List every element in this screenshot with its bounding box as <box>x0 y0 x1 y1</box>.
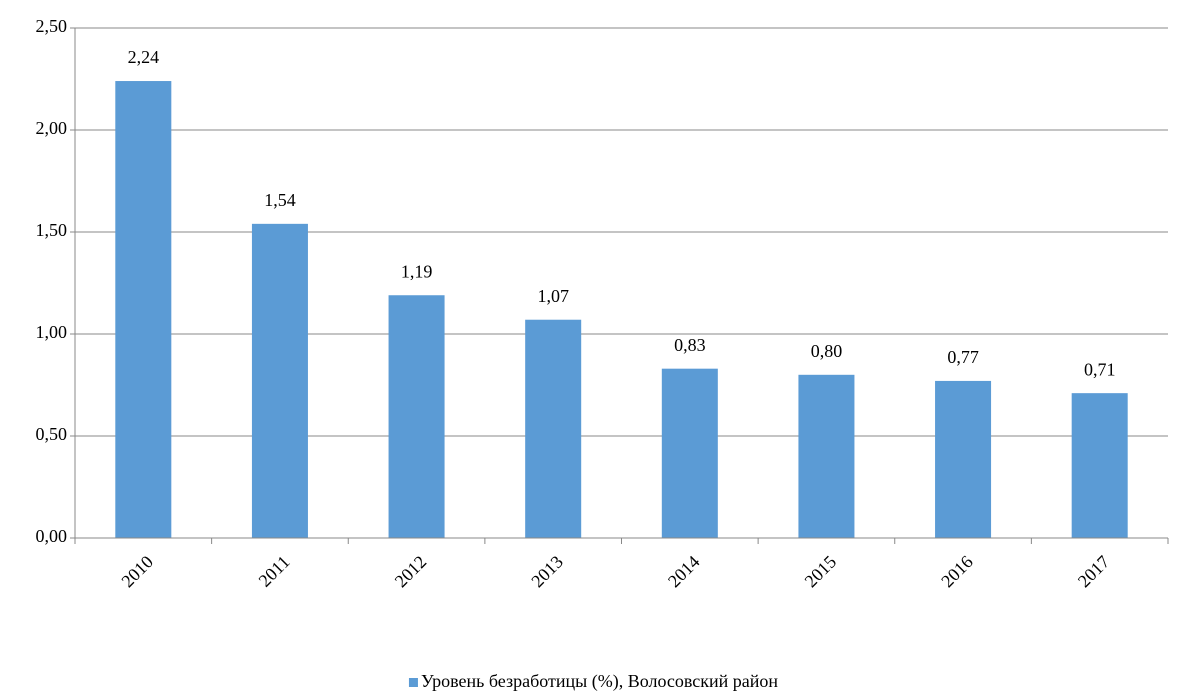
x-tick-label: 2017 <box>1074 552 1114 592</box>
bar <box>115 81 172 538</box>
x-tick-label: 2014 <box>664 552 704 592</box>
y-tick-label: 2,00 <box>36 118 68 138</box>
data-label: 1,07 <box>537 286 569 306</box>
bar <box>251 223 308 538</box>
x-tick-label: 2013 <box>527 552 567 592</box>
data-label: 0,71 <box>1084 359 1116 379</box>
data-label: 0,77 <box>947 347 979 367</box>
legend: Уровень безработицы (%), Волосовский рай… <box>408 671 778 691</box>
y-tick-label: 0,00 <box>36 526 68 546</box>
y-tick-label: 2,50 <box>36 16 68 36</box>
y-tick-label: 1,00 <box>36 322 68 342</box>
x-tick-label: 2016 <box>937 552 977 592</box>
bar <box>388 295 445 538</box>
data-label: 2,24 <box>128 47 160 67</box>
y-tick-label: 1,50 <box>36 220 68 240</box>
bar <box>935 380 992 538</box>
bar <box>661 368 718 538</box>
data-label: 0,80 <box>811 341 843 361</box>
legend-label: Уровень безработицы (%), Волосовский рай… <box>421 671 778 691</box>
data-label: 1,54 <box>264 190 296 210</box>
x-tick-label: 2015 <box>801 552 841 592</box>
legend-swatch <box>408 678 418 687</box>
data-label: 1,19 <box>401 261 433 281</box>
bar <box>1071 393 1128 538</box>
x-tick-label: 2012 <box>391 552 431 592</box>
y-tick-label: 0,50 <box>36 424 68 444</box>
x-tick-label: 2011 <box>255 552 294 591</box>
x-tick-label: 2010 <box>117 552 157 592</box>
bar <box>798 374 855 538</box>
bar <box>525 319 582 538</box>
data-label: 0,83 <box>674 335 706 355</box>
